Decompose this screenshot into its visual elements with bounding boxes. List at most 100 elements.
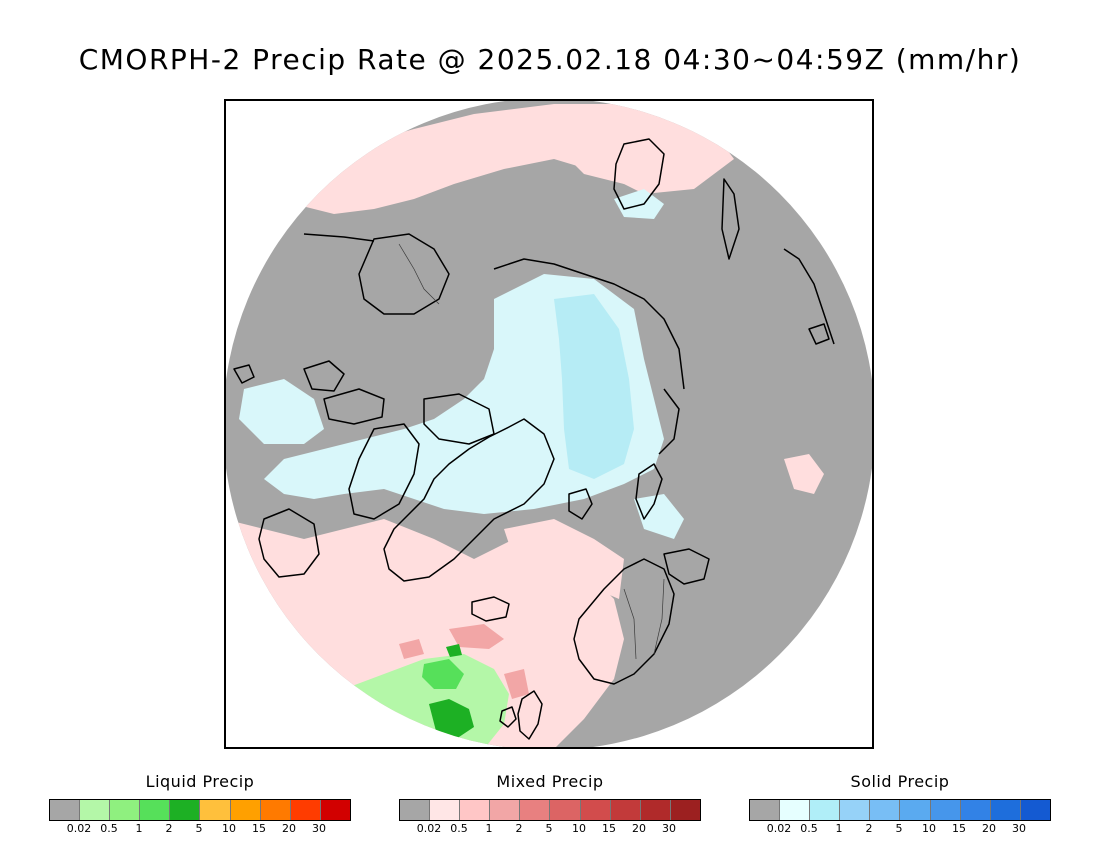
legend-solid-swatch-1 [780, 800, 811, 820]
legend-solid-colorbar [749, 799, 1051, 821]
banks-coast [303, 360, 345, 392]
legend-solid-swatch-0 [750, 800, 781, 820]
legend-solid-tick-3: 2 [865, 822, 873, 835]
solid-precip-canada [239, 379, 324, 444]
novaya-zemlya-coast [635, 463, 663, 520]
uk-coast [517, 690, 543, 740]
scandinavia-border [623, 588, 637, 660]
legend-solid-tick-6: 15 [952, 822, 966, 835]
legend-mixed-tick-1: 0.5 [450, 822, 468, 835]
taymyr-coast [658, 388, 680, 455]
baffin-coast [348, 423, 420, 520]
legend-mixed-tick-4: 5 [545, 822, 553, 835]
legend-mixed-tick-3: 2 [515, 822, 523, 835]
legend-liquid-swatch-8 [290, 800, 321, 820]
legend-mixed-ticks: 0.02 0.5 1 2 5 10 15 20 30 [399, 822, 699, 836]
legend-liquid-tick-7: 20 [282, 822, 296, 835]
legend-solid-tick-0: 0.02 [766, 822, 792, 835]
legend-mixed-tick-2: 1 [485, 822, 493, 835]
legend-solid-swatch-5 [900, 800, 931, 820]
russia-finland-border [653, 578, 665, 655]
legend-liquid-tick-8: 30 [312, 822, 326, 835]
legend-solid-tick-1: 0.5 [800, 822, 818, 835]
legend-liquid-tick-4: 5 [195, 822, 203, 835]
scandinavia-coast [573, 558, 675, 685]
legend-mixed-tick-0: 0.02 [416, 822, 442, 835]
legend-mixed-swatch-6 [580, 800, 611, 820]
legend-liquid-tick-1: 0.5 [100, 822, 118, 835]
legend-liquid-swatch-4 [170, 800, 201, 820]
legend-mixed-swatch-1 [430, 800, 461, 820]
mixed-precip-east [784, 454, 824, 494]
legend-liquid-tick-0: 0.02 [66, 822, 92, 835]
sakhalin-coast [721, 178, 740, 260]
mixed-precip-bering [554, 109, 654, 184]
legend-liquid-swatch-9 [320, 800, 350, 820]
legend-mixed-swatch-2 [460, 800, 491, 820]
legend-solid-tick-7: 20 [982, 822, 996, 835]
alaska-canada-border [398, 243, 440, 305]
legend-liquid-tick-6: 15 [252, 822, 266, 835]
siberia-coast [493, 258, 685, 390]
legend-liquid-colorbar [49, 799, 351, 821]
kola-coast [663, 548, 710, 585]
legend-solid: Solid Precip 0.02 0.5 1 2 5 10 15 20 30 [749, 772, 1051, 842]
ellesmere-coast [423, 393, 495, 445]
liquid-precip-heavy [429, 699, 474, 739]
legend-solid-swatch-9 [1020, 800, 1050, 820]
legend-mixed-tick-6: 15 [602, 822, 616, 835]
legend-liquid-tick-3: 2 [165, 822, 173, 835]
legend-liquid-swatch-5 [200, 800, 231, 820]
coastlines [233, 138, 835, 740]
legend-liquid-swatch-6 [230, 800, 261, 820]
legend-solid-swatch-3 [840, 800, 871, 820]
legend-liquid-swatch-1 [80, 800, 111, 820]
legend-solid-ticks: 0.02 0.5 1 2 5 10 15 20 30 [749, 822, 1049, 836]
legend-solid-tick-8: 30 [1012, 822, 1026, 835]
legend-mixed-tick-5: 10 [572, 822, 586, 835]
greenland-coast [383, 418, 555, 582]
legend-solid-swatch-8 [990, 800, 1021, 820]
solid-precip-okhotsk [614, 189, 664, 219]
legend-solid-tick-2: 1 [835, 822, 843, 835]
victoria-coast [323, 388, 385, 425]
legend-mixed-swatch-7 [610, 800, 641, 820]
great-lakes-coast [233, 364, 255, 384]
map-disk [226, 101, 872, 747]
liquid-precip-cell [446, 644, 462, 657]
legend-mixed-tick-7: 20 [632, 822, 646, 835]
solid-precip-siberia-band [554, 294, 634, 479]
borders [398, 243, 665, 660]
mixed-precip-cell-1 [449, 624, 504, 649]
mixed-precip-cell-2 [399, 639, 424, 659]
legend-solid-swatch-6 [930, 800, 961, 820]
legend-liquid-tick-2: 1 [135, 822, 143, 835]
legend-liquid-swatch-2 [110, 800, 141, 820]
map-title: CMORPH-2 Precip Rate @ 2025.02.18 04:30~… [78, 43, 1022, 76]
legend-mixed-swatch-4 [520, 800, 551, 820]
legend-mixed-swatch-9 [670, 800, 700, 820]
legend-liquid-title: Liquid Precip [145, 772, 255, 791]
legend-solid-swatch-2 [810, 800, 841, 820]
ireland-coast [499, 706, 517, 728]
legend-liquid-swatch-7 [260, 800, 291, 820]
legend-mixed-swatch-3 [490, 800, 521, 820]
aleutians-coast [303, 233, 375, 242]
legend-mixed-colorbar [399, 799, 701, 821]
solid-precip-kola [634, 494, 684, 539]
legend-solid-tick-4: 5 [895, 822, 903, 835]
legend-solid-title: Solid Precip [850, 772, 950, 791]
baikal-coast [808, 323, 830, 345]
alaska-coast [358, 233, 450, 315]
liquid-precip-moderate [422, 659, 464, 689]
legend-liquid-tick-5: 10 [222, 822, 236, 835]
legend-liquid-swatch-3 [140, 800, 171, 820]
legend-mixed: Mixed Precip 0.02 0.5 1 2 5 10 15 20 30 [399, 772, 701, 842]
caspian-coast [778, 693, 797, 730]
mixed-precip-cell-3 [504, 669, 529, 699]
iceland-coast [471, 596, 510, 622]
legend-solid-tick-5: 10 [922, 822, 936, 835]
legend-mixed-swatch-8 [640, 800, 671, 820]
legend-solid-swatch-7 [960, 800, 991, 820]
legend-liquid-swatch-0 [50, 800, 81, 820]
